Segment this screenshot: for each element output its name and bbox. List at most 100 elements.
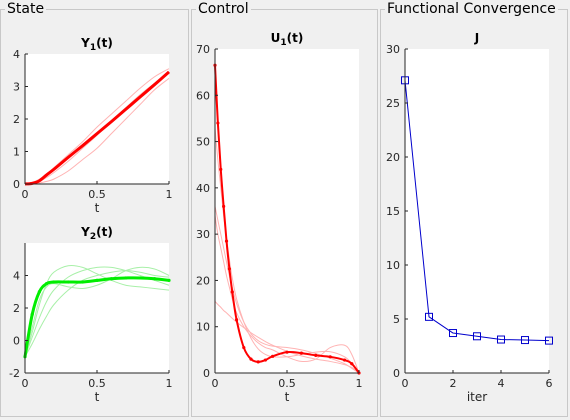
j-y-tick-label: 15 <box>386 205 400 218</box>
u1-y-tick-label: 10 <box>196 321 210 334</box>
y2-y-tick-label: 0 <box>13 335 20 348</box>
j-x-axis-label: iter <box>467 390 487 404</box>
y2-point <box>109 277 113 281</box>
y2-faded-line-2 <box>24 270 170 357</box>
u1-point <box>299 351 303 355</box>
u1-y-tick-label: 70 <box>196 43 210 56</box>
u1-y-tick-label: 0 <box>203 367 210 380</box>
u1-y-tick-label: 30 <box>196 228 210 241</box>
u1-x-axis-label: t <box>285 390 290 404</box>
control-panel: Control <box>191 1 378 417</box>
y1-x-tick-label: 0 <box>22 188 29 201</box>
j-y-tick-label: 20 <box>386 151 400 164</box>
y1-axes-background <box>25 54 169 184</box>
y2-point <box>66 280 70 284</box>
u1-point <box>224 239 229 243</box>
u1-point <box>285 350 289 354</box>
u1-y-tick-label: 50 <box>196 136 210 149</box>
j-x-tick-label: 4 <box>498 377 505 390</box>
y1-y-tick-label: 3 <box>13 81 20 94</box>
y2-point <box>81 280 85 284</box>
u1-y-tick-label: 60 <box>196 89 210 102</box>
y1-x-axis-label: t <box>95 201 100 215</box>
convergence-panel-title: Functional Convergence <box>385 1 558 17</box>
j-point <box>425 312 433 321</box>
y2-y-tick-label: 2 <box>13 302 20 315</box>
j-y-tick-label: 0 <box>393 367 400 380</box>
y2-x-tick-label: 0 <box>22 377 29 390</box>
y1-y-tick-label: 0 <box>13 178 20 191</box>
y2-point <box>52 280 56 284</box>
y2-y-tick-label: 4 <box>13 270 20 283</box>
j-y-tick-label: 5 <box>393 313 400 326</box>
u1-point <box>227 267 231 271</box>
j-series-line <box>404 80 550 342</box>
y2-x-tick-label: 0.5 <box>88 377 106 390</box>
y2-x-tick-label: 1 <box>166 377 173 390</box>
y2-faded-line-1 <box>24 266 170 357</box>
u1-point <box>249 357 253 361</box>
y2-point <box>95 278 99 282</box>
y2-point <box>167 278 171 282</box>
y2-point <box>30 312 34 317</box>
u1-point <box>350 362 354 366</box>
u1-title: U1(t) <box>271 31 304 48</box>
y1-y-tick-label: 1 <box>13 146 20 159</box>
u1-point <box>263 358 267 362</box>
y1-x-tick-label: 1 <box>166 188 173 201</box>
j-point <box>521 336 529 345</box>
u1-point <box>343 358 347 362</box>
y2-point <box>45 282 49 286</box>
control-panel-title: Control <box>196 1 251 17</box>
u1-x-tick-label: 1 <box>356 377 363 390</box>
u1-y-tick-label: 20 <box>196 274 210 287</box>
y1-x-tick-label: 0.5 <box>88 188 106 201</box>
y2-title: Y2(t) <box>80 225 113 242</box>
u1-point <box>216 121 220 125</box>
y2-point <box>124 276 128 280</box>
u1-point <box>219 167 223 171</box>
y2-axes-background <box>25 243 169 373</box>
u1-point <box>314 353 318 358</box>
j-title: J <box>474 31 479 45</box>
u1-point <box>230 290 234 294</box>
u1-point <box>222 204 226 208</box>
y1-title: Y1(t) <box>80 36 113 53</box>
j-y-tick-label: 10 <box>386 259 400 272</box>
y2-faded-line-3 <box>24 266 170 357</box>
u1-point <box>328 355 332 359</box>
u1-x-tick-label: 0.5 <box>278 377 296 390</box>
j-y-tick-label: 30 <box>386 43 400 56</box>
j-point <box>449 329 457 338</box>
y2-point <box>138 276 142 280</box>
y2-x-axis-label: t <box>95 390 100 404</box>
u1-y-tick-label: 40 <box>196 182 210 195</box>
j-x-tick-label: 2 <box>450 377 457 390</box>
j-point <box>497 335 505 344</box>
state-panel-title: State <box>5 1 47 17</box>
u1-point <box>242 345 246 350</box>
j-x-tick-label: 0 <box>402 377 409 390</box>
u1-x-tick-label: 0 <box>212 377 219 390</box>
convergence-panel: Functional Convergence <box>380 1 568 417</box>
y2-point <box>37 290 42 294</box>
j-point <box>545 336 553 345</box>
u1-point <box>256 360 260 364</box>
j-x-tick-label: 6 <box>546 377 553 390</box>
y1-y-tick-label: 4 <box>13 48 20 61</box>
y1-y-tick-label: 2 <box>13 113 20 126</box>
state-panel: State <box>0 1 189 417</box>
u1-point <box>235 318 239 322</box>
j-point <box>473 332 481 341</box>
y2-y-tick-label: -2 <box>9 367 20 380</box>
u1-faded-line-3 <box>214 215 360 374</box>
u1-point <box>271 354 275 358</box>
y1-faded-line-2 <box>24 77 170 185</box>
y1-series-line <box>24 70 170 186</box>
y2-point <box>153 277 157 281</box>
j-y-tick-label: 25 <box>386 97 400 110</box>
